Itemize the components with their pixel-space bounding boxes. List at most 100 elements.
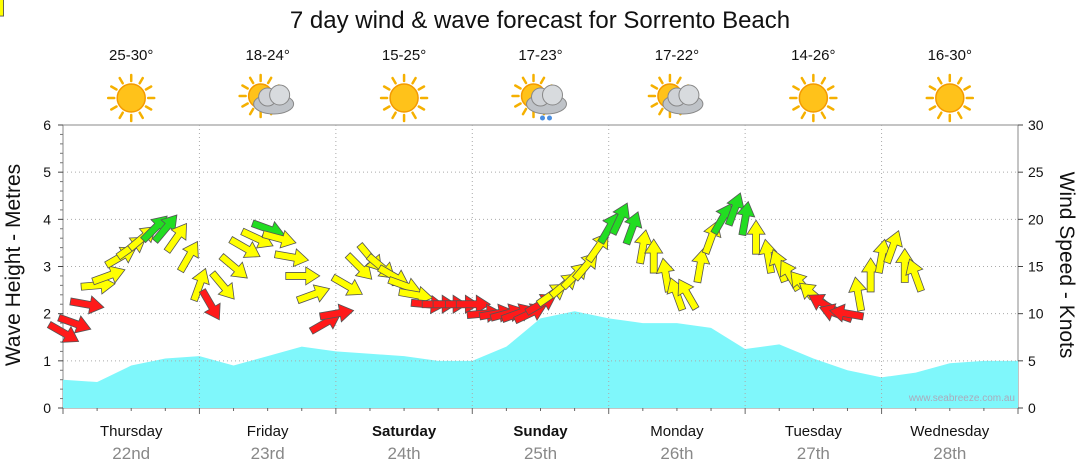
cloud-puff <box>678 84 700 106</box>
sun-ray <box>248 76 255 85</box>
wind-arrow <box>319 303 355 323</box>
wind-arrow <box>57 313 92 334</box>
sun-ray <box>650 84 659 90</box>
y-left-tick-label: 6 <box>43 117 51 133</box>
y-right-tick-label: 10 <box>1028 306 1044 322</box>
sun-ray <box>792 85 800 91</box>
sun-ray <box>937 111 943 120</box>
y-left-tick-label: 0 <box>43 400 51 416</box>
wind-arrow <box>218 252 248 279</box>
sun-disc <box>116 83 146 113</box>
wind-arrow <box>209 270 235 300</box>
sun-ray <box>539 76 546 85</box>
rain-drop <box>540 115 545 121</box>
sun-cloud-icon <box>647 73 704 119</box>
sun-ray <box>963 85 971 91</box>
sun-ray <box>937 76 943 85</box>
sun-ray <box>820 76 827 85</box>
sun-ray <box>110 85 118 91</box>
sun-ray <box>391 111 397 120</box>
sun-ray <box>650 102 659 108</box>
wind-arrow <box>736 200 756 237</box>
y-right-tick-label: 15 <box>1028 259 1044 275</box>
sun-disc <box>389 83 419 113</box>
wind-arrow <box>163 222 187 254</box>
day-name: Saturday <box>372 423 437 440</box>
day-date: 27th <box>797 444 830 463</box>
y-left-tick-label: 5 <box>43 164 51 180</box>
sun-ray <box>826 85 835 91</box>
day-temperature: 25-30° <box>109 47 153 64</box>
plot-area: 0 1 2 3 4 5 6 0 5 10 15 20 25 30 <box>0 0 1044 416</box>
sun-ray <box>957 111 963 120</box>
sun-cloud-rain-icon <box>511 73 567 121</box>
day-temperature: 18-24° <box>245 47 289 64</box>
sun-ray <box>411 76 417 85</box>
sun-icon <box>106 73 156 123</box>
day-temperature: 15-25° <box>382 47 426 64</box>
sun-ray <box>382 105 391 111</box>
day-date: 23rd <box>251 444 285 463</box>
y-axis-right-label: Wind Speed - Knots <box>1055 172 1078 359</box>
wind-arrow <box>69 295 105 315</box>
day-date: 24th <box>388 444 421 463</box>
day-name: Monday <box>650 423 704 440</box>
sun-ray <box>138 76 144 85</box>
wind-arrow <box>295 284 331 305</box>
watermark: www.seabreeze.com.au <box>908 393 1015 404</box>
sun-ray <box>382 85 391 91</box>
sun-ray <box>521 107 528 116</box>
wind-arrow <box>330 273 364 296</box>
sun-disc <box>798 83 829 113</box>
y-right-tick-label: 20 <box>1028 211 1044 227</box>
wind-arrow <box>829 303 865 323</box>
day-date: 25th <box>524 444 557 463</box>
sun-ray <box>144 85 153 91</box>
y-left-tick-label: 1 <box>43 353 51 369</box>
day-temperature: 16-30° <box>928 47 972 64</box>
sun-ray <box>118 111 124 120</box>
sun-ray <box>826 105 835 111</box>
sun-ray <box>957 76 963 85</box>
day-date: 22nd <box>112 444 150 463</box>
day-name: Thursday <box>100 423 163 440</box>
wind-arrow <box>883 230 903 265</box>
day-temperature: 17-22° <box>655 47 699 64</box>
wind-arrow <box>691 248 711 284</box>
wind-arrow <box>344 252 373 280</box>
sun-ray <box>963 105 971 111</box>
sun-disc <box>935 83 965 113</box>
sun-ray <box>658 107 664 116</box>
sun-ray <box>138 111 144 120</box>
sun-ray <box>514 102 522 108</box>
rain-drop <box>547 115 552 121</box>
chart-title: 7 day wind & wave forecast for Sorrento … <box>290 7 790 34</box>
sun-ray <box>658 76 664 85</box>
sun-ray <box>928 105 937 111</box>
wind-arrow <box>261 229 297 249</box>
sun-cloud-icon <box>238 73 295 119</box>
day-date: 28th <box>933 444 966 463</box>
sun-ray <box>248 107 255 116</box>
y-right-tick-label: 30 <box>1028 117 1044 133</box>
sun-ray <box>144 105 153 111</box>
day-temperature: 14-26° <box>791 47 835 64</box>
day-name: Wednesday <box>910 423 989 440</box>
y-right-tick-label: 5 <box>1028 353 1036 369</box>
sun-ray <box>266 76 273 85</box>
cloud-puff <box>269 84 291 106</box>
sun-ray <box>391 76 397 85</box>
sun-ray <box>676 76 682 85</box>
sun-ray <box>241 84 249 90</box>
sun-icon <box>379 73 429 123</box>
wind-arrow <box>46 320 80 343</box>
day-date: 26th <box>660 444 693 463</box>
y-left-tick-label: 2 <box>43 306 51 322</box>
day-name: Tuesday <box>785 423 842 440</box>
sun-ray <box>820 111 827 120</box>
wind-arrow <box>228 236 261 258</box>
wind-arrow <box>905 258 925 293</box>
sun-icon <box>925 73 975 123</box>
y-right-tick-label: 0 <box>1028 400 1036 416</box>
sun-ray <box>514 84 522 90</box>
